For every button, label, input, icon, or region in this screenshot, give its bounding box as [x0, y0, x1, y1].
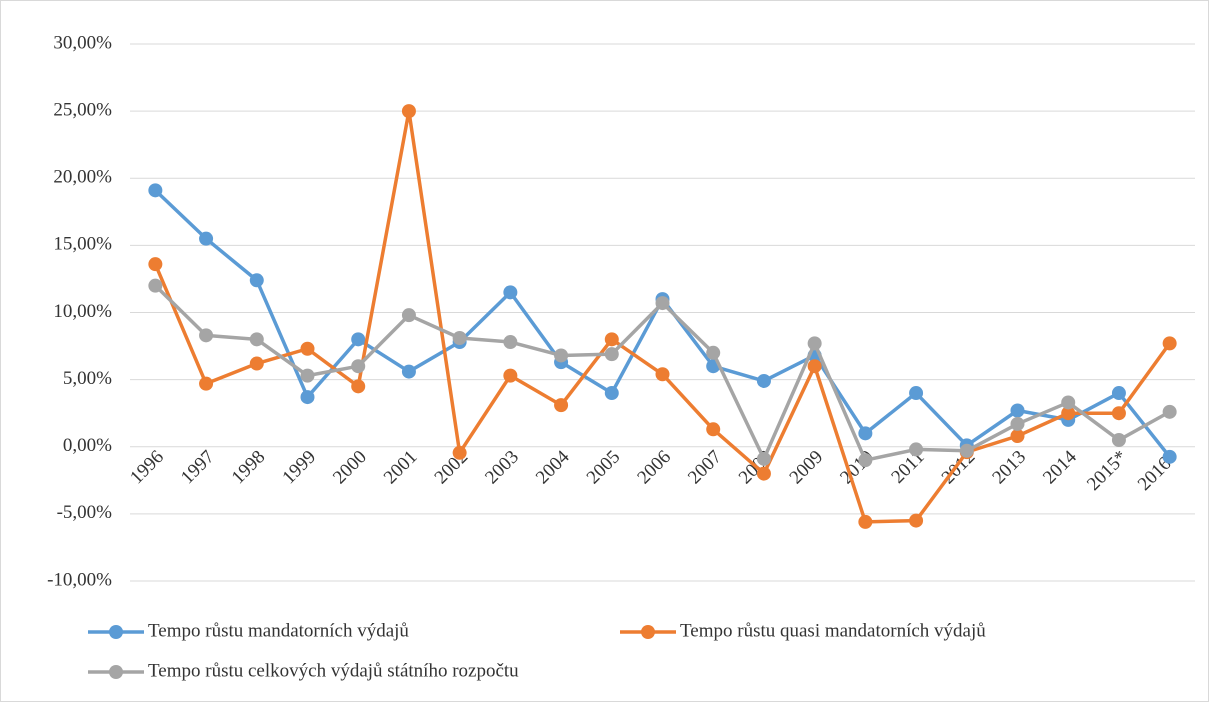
data-point — [351, 359, 366, 374]
y-tick-label: 10,00% — [53, 301, 112, 322]
data-point — [199, 231, 214, 246]
data-point — [554, 398, 569, 413]
data-point — [1010, 403, 1025, 418]
data-point — [300, 368, 315, 383]
data-point — [1162, 404, 1177, 419]
data-point — [756, 466, 771, 481]
data-point — [909, 513, 924, 528]
data-point — [858, 453, 873, 468]
data-point — [199, 376, 214, 391]
legend-marker — [109, 625, 123, 639]
data-point — [1010, 416, 1025, 431]
data-point — [858, 514, 873, 529]
data-point — [655, 296, 670, 311]
data-point — [351, 379, 366, 394]
data-point — [503, 285, 518, 300]
data-point — [503, 335, 518, 350]
data-point — [1162, 449, 1177, 464]
y-tick-label: 20,00% — [53, 167, 112, 188]
data-point — [604, 386, 619, 401]
y-tick-label: 15,00% — [53, 234, 112, 255]
data-point — [249, 356, 264, 371]
y-tick-label: -5,00% — [57, 502, 113, 523]
data-point — [756, 373, 771, 388]
y-tick-label: 0,00% — [63, 435, 112, 456]
data-point — [1111, 386, 1126, 401]
data-point — [148, 257, 163, 272]
data-point — [706, 422, 721, 437]
data-point — [1010, 429, 1025, 444]
legend-marker — [641, 625, 655, 639]
data-point — [807, 359, 822, 374]
data-point — [807, 336, 822, 351]
data-point — [1111, 433, 1126, 448]
legend-label: Tempo růstu quasi mandatorních výdajů — [680, 620, 986, 641]
data-point — [1111, 406, 1126, 421]
data-point — [706, 345, 721, 360]
legend-label: Tempo růstu mandatorních výdajů — [148, 620, 409, 641]
data-point — [148, 278, 163, 293]
data-point — [249, 332, 264, 347]
data-point — [148, 183, 163, 198]
data-point — [1061, 406, 1076, 421]
data-point — [1162, 336, 1177, 351]
data-point — [401, 308, 416, 323]
data-point — [249, 273, 264, 288]
y-tick-label: 5,00% — [63, 368, 112, 389]
data-point — [604, 332, 619, 347]
y-tick-label: 25,00% — [53, 99, 112, 120]
data-point — [452, 331, 467, 346]
data-point — [401, 364, 416, 379]
y-tick-label: -10,00% — [47, 569, 112, 590]
data-point — [452, 445, 467, 460]
y-tick-label: 30,00% — [53, 32, 112, 53]
data-point — [959, 443, 974, 458]
data-point — [909, 386, 924, 401]
data-point — [604, 347, 619, 362]
data-point — [199, 328, 214, 343]
data-point — [858, 426, 873, 441]
data-point — [300, 341, 315, 356]
data-point — [756, 451, 771, 466]
data-point — [351, 332, 366, 347]
legend-label: Tempo růstu celkových výdajů státního ro… — [148, 660, 519, 681]
data-point — [655, 367, 670, 382]
data-point — [554, 348, 569, 363]
data-point — [1061, 395, 1076, 410]
data-point — [300, 390, 315, 405]
data-point — [909, 442, 924, 457]
data-point — [503, 368, 518, 383]
data-point — [401, 104, 416, 119]
legend-marker — [109, 665, 123, 679]
